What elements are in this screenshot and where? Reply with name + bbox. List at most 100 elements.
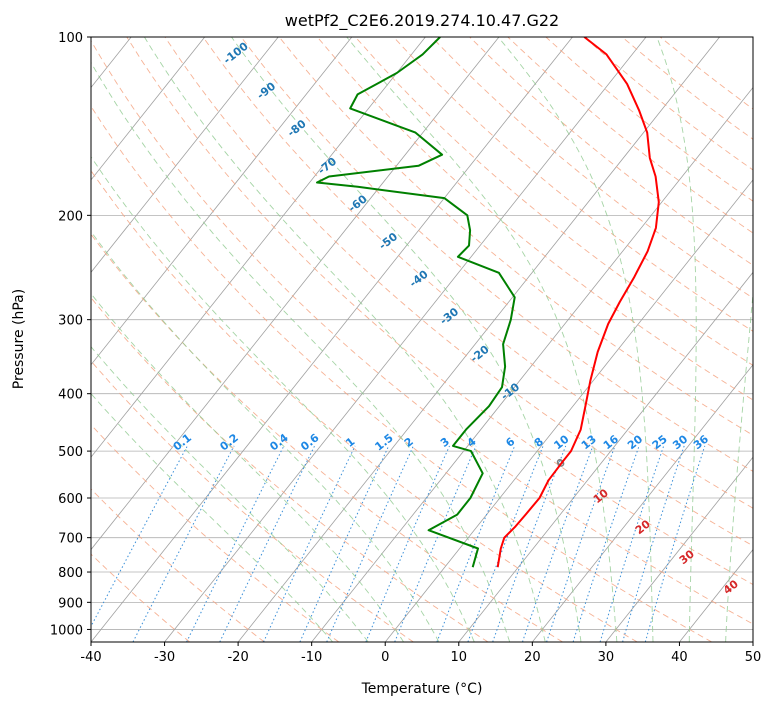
dry-adiabat xyxy=(91,40,753,625)
x-tick-label: 50 xyxy=(745,650,762,665)
mixing-ratio-line xyxy=(492,445,567,642)
moist-adiabat-label: 20 xyxy=(633,517,653,537)
dry-adiabat-label: -70 xyxy=(316,155,340,178)
isotherm-line xyxy=(311,86,753,642)
mixing-ratio-label: 0.1 xyxy=(171,431,194,453)
isotherm-line xyxy=(91,37,426,458)
dry-adiabat xyxy=(316,37,753,401)
moist-adiabat-label: 30 xyxy=(677,547,697,567)
isotherm-line xyxy=(237,37,720,642)
y-tick-label: 700 xyxy=(58,532,83,547)
mixing-ratio-line xyxy=(644,445,706,642)
dry-adiabat xyxy=(545,37,753,202)
dry-adiabat xyxy=(91,553,190,642)
x-tick-label: -20 xyxy=(227,650,248,665)
isotherm-line xyxy=(91,37,573,642)
isotherm-line xyxy=(164,37,647,642)
dry-adiabat xyxy=(91,105,713,642)
dry-adiabat xyxy=(507,37,753,234)
plot-area: -100-90-80-70-60-50-40-30-20-100.1 0.2 0.4… xyxy=(91,37,753,642)
mixing-ratio-line xyxy=(299,445,390,642)
dry-adiabat xyxy=(659,37,753,110)
moist-adiabat-label: 10 xyxy=(591,486,611,506)
dry-adiabat-label: -30 xyxy=(438,305,462,328)
mixing-ratio-line xyxy=(91,445,188,628)
dry-adiabat xyxy=(164,37,753,547)
moist-adiabat xyxy=(91,392,334,642)
mixing-ratio-label: 2 xyxy=(402,435,416,450)
isotherm-line xyxy=(679,548,753,642)
dry-adiabat xyxy=(91,233,563,642)
isotherm-line xyxy=(458,271,753,642)
moist-adiabat xyxy=(656,37,697,642)
mixing-ratio-label: 25 xyxy=(650,432,670,452)
isotherm-line xyxy=(91,37,206,181)
plot-frame xyxy=(90,36,754,643)
isotherm-line xyxy=(91,37,279,273)
temperature-profile-line xyxy=(496,37,660,568)
dry-adiabat xyxy=(393,37,753,332)
mixing-ratio-line xyxy=(326,445,414,642)
mixing-ratio-label: 16 xyxy=(601,432,621,452)
y-tick-label: 100 xyxy=(58,31,83,46)
isotherm-line xyxy=(532,364,753,642)
x-tick-label: -10 xyxy=(301,650,322,665)
mixing-ratio-line xyxy=(263,445,356,642)
x-tick-label: -30 xyxy=(154,650,175,665)
mixing-ratio-line xyxy=(622,445,685,642)
dry-adiabat-label: -50 xyxy=(377,230,401,253)
dry-adiabat xyxy=(91,296,489,642)
mixing-ratio-label: 1 xyxy=(343,435,357,450)
mixing-ratio-label: 0.6 xyxy=(298,431,322,453)
x-axis-ticks: -40 -30 -20 -10 0 10 20 30 40 50 xyxy=(80,642,761,665)
dry-adiabats xyxy=(91,37,753,642)
isotherm-line xyxy=(605,456,753,642)
y-tick-label: 200 xyxy=(58,209,83,224)
background-line-labels: -100-90-80-70-60-50-40-30-20-100.1 0.2 0.4… xyxy=(171,39,741,597)
mixing-ratio-line xyxy=(546,445,616,642)
dry-adiabat xyxy=(583,37,753,171)
y-tick-label: 300 xyxy=(58,314,83,329)
dry-adiabat xyxy=(126,37,753,586)
moist-adiabat xyxy=(91,292,404,642)
x-tick-label: 20 xyxy=(524,650,541,665)
moist-adiabats xyxy=(91,37,753,642)
mixing-ratio-line xyxy=(365,445,450,642)
isotherm-line xyxy=(384,179,753,642)
moist-adiabat xyxy=(725,288,753,642)
pressure-gridlines xyxy=(91,37,753,630)
mixing-ratio-label: 6 xyxy=(503,435,517,450)
dry-adiabat-label: -40 xyxy=(407,267,431,290)
dry-adiabat xyxy=(202,37,753,509)
isotherm-line xyxy=(752,641,753,642)
chart-title: wetPf2_C2E6.2019.274.10.47.G22 xyxy=(285,11,559,31)
y-tick-label: 800 xyxy=(58,566,83,581)
mixing-ratio-label: 3 xyxy=(438,435,452,450)
moist-adiabat xyxy=(144,37,546,642)
x-tick-label: 0 xyxy=(381,650,389,665)
dry-adiabat-label: -60 xyxy=(346,192,370,215)
moist-adiabat xyxy=(231,37,582,642)
x-tick-label: 30 xyxy=(598,650,615,665)
dewpoint-profile-line xyxy=(316,37,516,568)
x-tick-label: 10 xyxy=(451,650,468,665)
y-tick-label: 1000 xyxy=(50,623,83,638)
moist-adiabat xyxy=(91,156,475,642)
y-axis-ticks: 100 200 300 400 500 600 700 800 900 1000 xyxy=(50,31,91,638)
mixing-ratio-line xyxy=(467,445,544,642)
mixing-ratio-line xyxy=(599,445,665,642)
sounding-profiles xyxy=(316,37,660,568)
dry-adiabat xyxy=(355,37,753,366)
mixing-ratio-label: 10 xyxy=(552,432,572,452)
y-tick-label: 500 xyxy=(58,445,83,460)
dry-adiabat-label: -20 xyxy=(468,343,492,366)
x-tick-label: 40 xyxy=(671,650,688,665)
x-tick-label: -40 xyxy=(80,650,101,665)
y-tick-label: 400 xyxy=(58,388,83,403)
moist-adiabat xyxy=(346,37,618,642)
moist-adiabat xyxy=(497,37,654,642)
y-tick-label: 900 xyxy=(58,596,83,611)
mixing-ratio-line xyxy=(186,445,285,642)
dry-adiabat-label: -90 xyxy=(255,79,279,102)
